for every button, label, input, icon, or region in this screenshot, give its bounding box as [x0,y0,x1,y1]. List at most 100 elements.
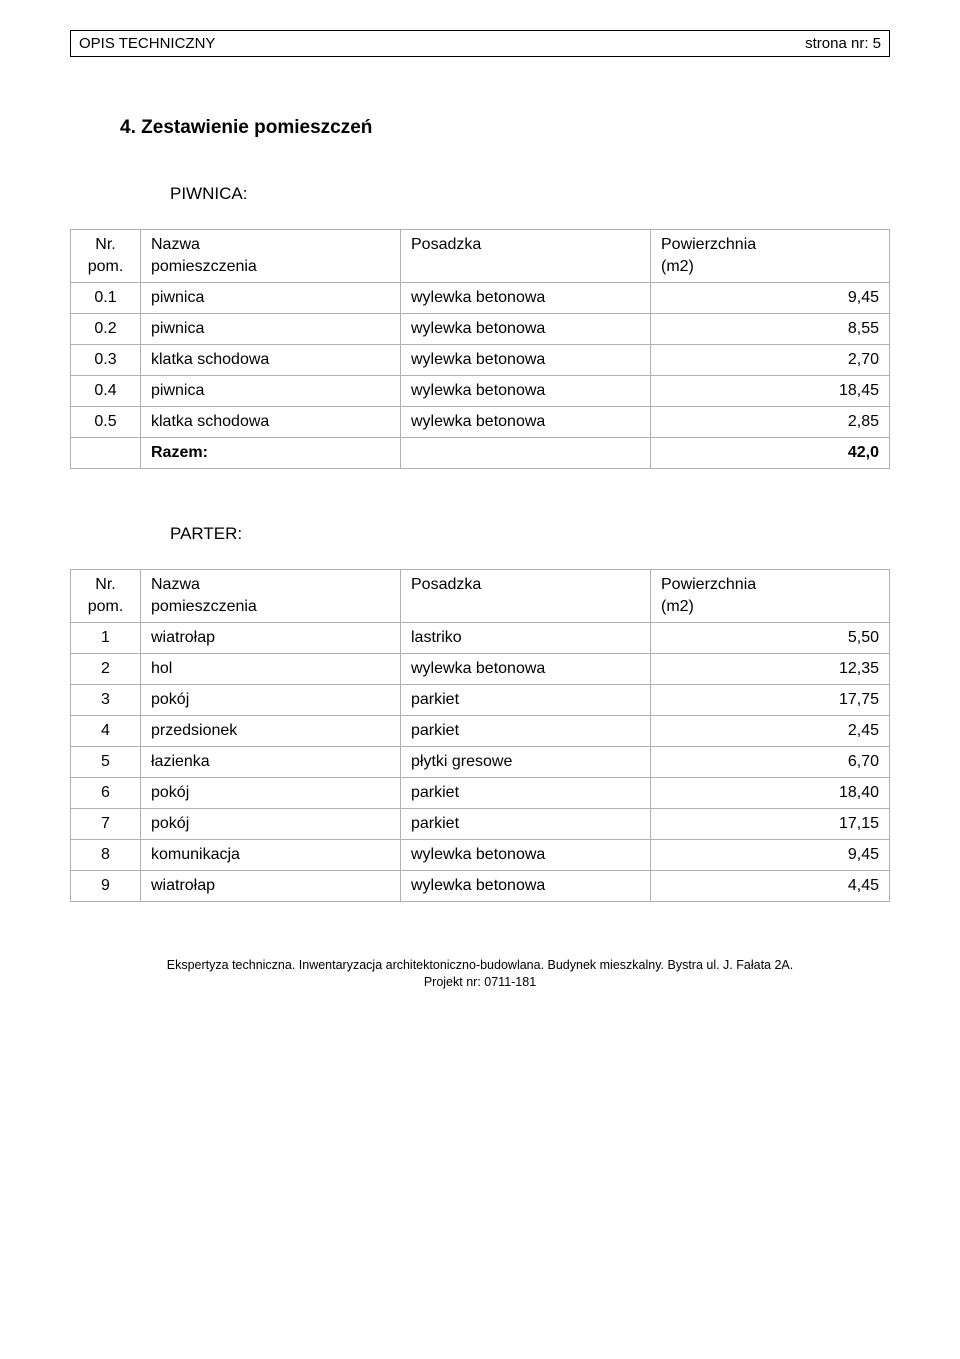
page-header: OPIS TECHNICZNY strona nr: 5 [70,30,890,57]
cell-nr: 0.1 [71,283,141,314]
cell-floor: wylewka betonowa [401,345,651,376]
cell-area: 4,45 [651,871,890,902]
cell-nr: 1 [71,623,141,654]
th-name-bot: pomieszczenia [141,256,401,283]
th-area-top: Powierzchnia [651,570,890,597]
parter-label: PARTER: [170,524,890,544]
header-row-1: Nr. Nazwa Posadzka Powierzchnia [71,570,890,597]
table-row: 1wiatrołaplastriko5,50 [71,623,890,654]
cell-area: 6,70 [651,747,890,778]
cell-floor: płytki gresowe [401,747,651,778]
cell-name: przedsionek [141,716,401,747]
header-row-1: Nr. Nazwa Posadzka Powierzchnia [71,230,890,257]
cell-name: pokój [141,809,401,840]
th-floor: Posadzka [401,230,651,283]
cell-area: 5,50 [651,623,890,654]
table-row: 2holwylewka betonowa12,35 [71,654,890,685]
th-name-top: Nazwa [141,570,401,597]
cell-nr: 8 [71,840,141,871]
parter-body: 1wiatrołaplastriko5,502holwylewka betono… [71,623,890,902]
section-name: Zestawienie pomieszczeń [141,117,372,138]
table-row: 0.2piwnicawylewka betonowa8,55 [71,314,890,345]
cell-area: 17,75 [651,685,890,716]
cell-floor: wylewka betonowa [401,376,651,407]
table-row: 0.1piwnicawylewka betonowa9,45 [71,283,890,314]
table-row: 0.5klatka schodowawylewka betonowa2,85 [71,407,890,438]
table-row: 8komunikacjawylewka betonowa9,45 [71,840,890,871]
total-value: 42,0 [651,438,890,469]
piwnica-label: PIWNICA: [170,184,890,204]
th-nr-bot: pom. [71,256,141,283]
table-row: 9wiatrołapwylewka betonowa4,45 [71,871,890,902]
cell-nr: 0.4 [71,376,141,407]
table-row: 7pokójparkiet17,15 [71,809,890,840]
total-row: Razem:42,0 [71,438,890,469]
cell-nr: 5 [71,747,141,778]
table-row: 4przedsionekparkiet2,45 [71,716,890,747]
table-head: Nr. Nazwa Posadzka Powierzchnia pom. pom… [71,570,890,623]
table-head: Nr. Nazwa Posadzka Powierzchnia pom. pom… [71,230,890,283]
parter-table: Nr. Nazwa Posadzka Powierzchnia pom. pom… [70,569,890,902]
piwnica-body: 0.1piwnicawylewka betonowa9,450.2piwnica… [71,283,890,469]
table-row: 5łazienkapłytki gresowe6,70 [71,747,890,778]
th-nr-top: Nr. [71,230,141,257]
cell-name: wiatrołap [141,871,401,902]
cell-name: piwnica [141,314,401,345]
cell-area: 18,40 [651,778,890,809]
section-title: 4. Zestawienie pomieszczeń [120,117,890,139]
cell-nr: 9 [71,871,141,902]
cell-area: 9,45 [651,840,890,871]
cell-floor: wylewka betonowa [401,840,651,871]
th-floor: Posadzka [401,570,651,623]
cell-name: pokój [141,685,401,716]
footer-line-2: Projekt nr: 0711-181 [70,974,890,991]
th-nr-top: Nr. [71,570,141,597]
table-row: 6pokójparkiet18,40 [71,778,890,809]
th-name-bot: pomieszczenia [141,596,401,623]
cell-name: klatka schodowa [141,345,401,376]
th-area-bot: (m2) [651,596,890,623]
cell-nr: 6 [71,778,141,809]
cell-floor: wylewka betonowa [401,314,651,345]
cell-nr: 7 [71,809,141,840]
cell-floor: wylewka betonowa [401,871,651,902]
cell-area: 2,70 [651,345,890,376]
cell-nr: 2 [71,654,141,685]
cell-name: łazienka [141,747,401,778]
cell-area: 8,55 [651,314,890,345]
cell-floor: parkiet [401,685,651,716]
cell-name: hol [141,654,401,685]
cell-name: piwnica [141,376,401,407]
page-footer: Ekspertyza techniczna. Inwentaryzacja ar… [70,957,890,991]
footer-line-1: Ekspertyza techniczna. Inwentaryzacja ar… [70,957,890,974]
cell-name: klatka schodowa [141,407,401,438]
piwnica-table: Nr. Nazwa Posadzka Powierzchnia pom. pom… [70,229,890,469]
cell-nr: 4 [71,716,141,747]
cell-floor: parkiet [401,716,651,747]
cell-name: pokój [141,778,401,809]
cell-name: piwnica [141,283,401,314]
cell-floor: parkiet [401,809,651,840]
table-row: 0.3klatka schodowawylewka betonowa2,70 [71,345,890,376]
header-right: strona nr: 5 [805,35,881,52]
cell-floor: parkiet [401,778,651,809]
cell-area: 2,85 [651,407,890,438]
cell-nr: 0.2 [71,314,141,345]
cell-floor [401,438,651,469]
cell-area: 12,35 [651,654,890,685]
cell-floor: lastriko [401,623,651,654]
cell-floor: wylewka betonowa [401,407,651,438]
cell-nr: 0.3 [71,345,141,376]
cell-nr [71,438,141,469]
cell-name: komunikacja [141,840,401,871]
cell-area: 17,15 [651,809,890,840]
section-number: 4. [120,117,136,138]
cell-floor: wylewka betonowa [401,654,651,685]
header-left: OPIS TECHNICZNY [79,35,215,52]
cell-area: 2,45 [651,716,890,747]
cell-area: 18,45 [651,376,890,407]
cell-nr: 3 [71,685,141,716]
cell-area: 9,45 [651,283,890,314]
cell-nr: 0.5 [71,407,141,438]
cell-floor: wylewka betonowa [401,283,651,314]
